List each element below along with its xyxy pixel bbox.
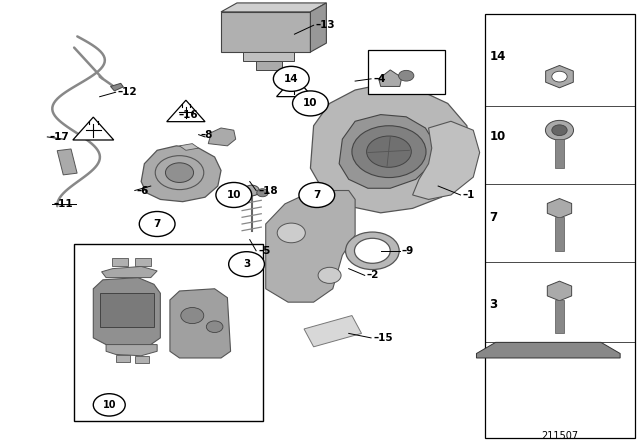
Circle shape — [156, 155, 204, 190]
Circle shape — [273, 66, 309, 91]
Circle shape — [552, 125, 567, 136]
Polygon shape — [141, 146, 221, 202]
Bar — [135, 258, 151, 267]
Polygon shape — [339, 115, 435, 188]
Bar — [135, 356, 149, 363]
Circle shape — [552, 71, 567, 82]
Text: –8: –8 — [200, 129, 213, 140]
Circle shape — [206, 321, 223, 332]
Text: –2: –2 — [367, 270, 379, 280]
Polygon shape — [310, 3, 326, 52]
Bar — [57, 149, 77, 175]
Text: –11: –11 — [54, 199, 74, 209]
Circle shape — [166, 163, 193, 182]
Text: 10: 10 — [489, 130, 506, 143]
Circle shape — [216, 182, 252, 207]
Polygon shape — [179, 144, 198, 151]
Text: 7: 7 — [313, 190, 321, 200]
Circle shape — [352, 126, 426, 177]
Text: 3: 3 — [489, 298, 497, 311]
Circle shape — [140, 211, 175, 237]
Polygon shape — [221, 12, 310, 52]
Bar — [368, 50, 445, 95]
Text: 211507: 211507 — [541, 431, 578, 440]
Text: 7: 7 — [154, 219, 161, 229]
Circle shape — [545, 121, 573, 140]
Circle shape — [292, 91, 328, 116]
Polygon shape — [266, 190, 355, 302]
Text: 14: 14 — [489, 50, 506, 63]
Polygon shape — [93, 278, 161, 345]
Text: –12: –12 — [118, 87, 137, 97]
Bar — [100, 293, 154, 327]
Text: 10: 10 — [102, 400, 116, 410]
Circle shape — [299, 182, 335, 207]
Text: –16: –16 — [178, 110, 198, 120]
Circle shape — [277, 223, 305, 243]
Text: –9: –9 — [402, 246, 414, 256]
Bar — [484, 14, 635, 439]
Polygon shape — [208, 128, 236, 146]
Circle shape — [318, 267, 341, 284]
Polygon shape — [256, 61, 282, 70]
Circle shape — [257, 189, 268, 197]
Bar — [555, 139, 564, 168]
Polygon shape — [413, 121, 479, 199]
Polygon shape — [170, 289, 230, 358]
Circle shape — [180, 307, 204, 323]
Text: 3: 3 — [243, 259, 250, 269]
Circle shape — [367, 136, 412, 167]
Circle shape — [399, 70, 414, 81]
Bar — [113, 258, 129, 267]
Polygon shape — [476, 342, 620, 358]
Circle shape — [228, 252, 264, 277]
Polygon shape — [221, 3, 326, 12]
Text: 7: 7 — [489, 211, 497, 224]
Polygon shape — [276, 77, 312, 97]
Text: –1: –1 — [463, 190, 475, 200]
Polygon shape — [310, 83, 470, 213]
Text: –13: –13 — [316, 20, 335, 30]
Text: 10: 10 — [227, 190, 241, 200]
Polygon shape — [73, 117, 114, 140]
Bar — [74, 244, 262, 421]
Bar — [555, 217, 564, 251]
Text: –5: –5 — [258, 246, 271, 256]
Polygon shape — [243, 52, 294, 61]
Text: –15: –15 — [373, 333, 392, 343]
Bar — [116, 355, 130, 362]
Text: –17: –17 — [49, 132, 69, 142]
Text: 10: 10 — [303, 99, 317, 108]
Polygon shape — [106, 345, 157, 356]
Polygon shape — [167, 100, 205, 122]
Polygon shape — [304, 315, 362, 347]
Circle shape — [93, 394, 125, 416]
Text: –4: –4 — [373, 74, 385, 84]
Text: –18: –18 — [258, 185, 278, 195]
Text: –6: –6 — [137, 185, 149, 195]
Circle shape — [244, 185, 259, 196]
Polygon shape — [102, 267, 157, 278]
Polygon shape — [111, 83, 124, 91]
Text: 14: 14 — [284, 74, 299, 84]
Bar — [555, 300, 564, 333]
Polygon shape — [379, 70, 402, 86]
